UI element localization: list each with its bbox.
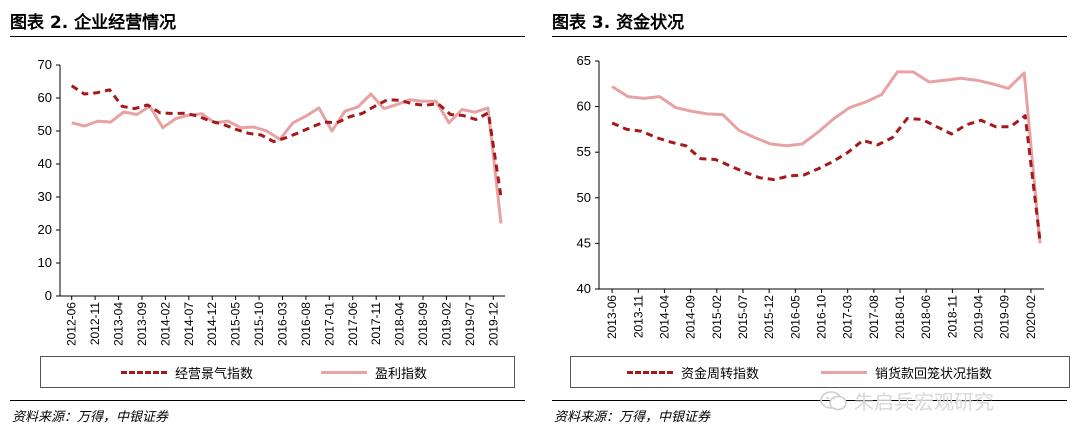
series-line-1 [611, 114, 1042, 241]
legend: 经营景气指数 盈利指数 [40, 356, 515, 388]
legend-label: 资金周转指数 [681, 367, 760, 382]
y-tick-label: 45 [577, 235, 591, 250]
series-line-1 [70, 84, 503, 198]
x-tick-label: 2019-02 [439, 302, 453, 346]
legend: 资金周转指数 销货款回笼状况指数 [570, 356, 1070, 388]
source-rule [552, 400, 1067, 401]
source-note: 资料来源：万得，中银证券 [12, 410, 169, 425]
x-tick-label: 2016-10 [815, 295, 829, 339]
x-tick-label: 2017-03 [841, 295, 855, 339]
x-tick-label: 2020-02 [1024, 295, 1038, 339]
x-tick-label: 2018-06 [919, 295, 933, 339]
y-tick-label: 30 [38, 189, 52, 204]
figure-title: 图表 2. 企业经营情况 [10, 13, 177, 33]
x-tick-label: 2016-05 [788, 295, 802, 339]
x-tick-label: 2015-02 [710, 295, 724, 339]
x-tick-label: 2019-04 [972, 295, 986, 339]
legend-label: 盈利指数 [375, 367, 428, 382]
y-tick-label: 50 [38, 123, 52, 138]
x-tick-label: 2016-03 [276, 302, 290, 346]
x-tick-label: 2017-01 [322, 302, 336, 346]
watermark-text: 朱启兵宏观研究 [854, 390, 994, 414]
y-tick-label: 60 [577, 99, 591, 114]
x-tick-label: 2018-11 [945, 295, 959, 338]
title-rule [10, 36, 525, 37]
x-tick-label: 2013-06 [605, 295, 619, 339]
y-tick-label: 60 [38, 90, 52, 105]
series-line-2 [611, 70, 1042, 244]
y-tick-label: 20 [38, 222, 52, 237]
legend-item-series-2: 盈利指数 [321, 363, 427, 382]
x-tick-label: 2019-12 [486, 302, 500, 346]
legend-label: 销货款回笼状况指数 [875, 367, 993, 382]
y-tick-label: 0 [45, 288, 52, 303]
line-chart-business: 0 10 20 30 40 50 60 70 2012-06 2012-11 2013-04 2013… [38, 57, 505, 346]
x-tick-label: 2012-11 [88, 302, 102, 345]
x-tick-label: 2013-11 [631, 295, 645, 338]
legend-item-series-1: 资金周转指数 [627, 363, 759, 382]
x-tick-label: 2014-04 [657, 295, 671, 339]
legend-swatch-dashed [121, 371, 167, 374]
y-tick-label: 40 [577, 281, 591, 296]
title-rule [552, 36, 1067, 37]
x-tick-label: 2018-09 [416, 302, 430, 346]
chart-panel-business: 图表 2. 企业经营情况 0 10 20 30 40 50 60 70 2012-06 2012-… [10, 0, 535, 442]
chart-panel-funds: 图表 3. 资金状况 40 45 50 55 60 65 2013-06 2013-11 201… [552, 0, 1077, 442]
legend-swatch-solid [321, 371, 367, 374]
x-tick-label: 2014-07 [182, 302, 196, 346]
figure-title: 图表 3. 资金状况 [552, 13, 685, 33]
x-tick-label: 2018-01 [893, 295, 907, 339]
line-chart-funds: 40 45 50 55 60 65 2013-06 2013-11 2014-04 2014-09… [577, 53, 1044, 339]
series-line-2 [71, 92, 503, 224]
x-tick-label: 2013-09 [135, 302, 149, 346]
x-tick-label: 2015-12 [762, 295, 776, 339]
x-tick-label: 2017-11 [369, 302, 383, 345]
legend-swatch-solid [821, 371, 867, 374]
source-note: 资料来源：万得，中银证券 [554, 410, 711, 425]
x-tick-label: 2017-06 [346, 302, 360, 346]
x-tick-label: 2015-05 [229, 302, 243, 346]
x-tick-label: 2012-06 [65, 302, 79, 346]
legend-item-series-1: 经营景气指数 [121, 363, 253, 382]
y-tick-label: 50 [577, 190, 591, 205]
legend-label: 经营景气指数 [175, 367, 254, 382]
x-tick-label: 2014-09 [684, 295, 698, 339]
x-tick-label: 2018-04 [393, 302, 407, 346]
x-tick-label: 2014-12 [205, 302, 219, 346]
legend-swatch-dashed [627, 371, 673, 374]
y-tick-label: 10 [38, 255, 52, 270]
x-tick-label: 2013-04 [112, 302, 126, 346]
source-rule [10, 400, 525, 401]
x-tick-label: 2015-07 [736, 295, 750, 339]
y-tick-label: 55 [577, 144, 591, 159]
y-tick-label: 70 [38, 57, 52, 72]
x-tick-label: 2017-08 [867, 295, 881, 339]
watermark: 朱启兵宏观研究 [820, 386, 994, 415]
x-tick-label: 2016-08 [299, 302, 313, 346]
wechat-icon [820, 390, 847, 410]
x-tick-label: 2015-10 [252, 302, 266, 346]
y-tick-label: 65 [577, 53, 591, 68]
x-tick-label: 2014-02 [158, 302, 172, 346]
legend-item-series-2: 销货款回笼状况指数 [821, 363, 992, 382]
x-tick-label: 2019-07 [463, 302, 477, 346]
x-tick-label: 2019-09 [998, 295, 1012, 339]
y-tick-label: 40 [38, 156, 52, 171]
